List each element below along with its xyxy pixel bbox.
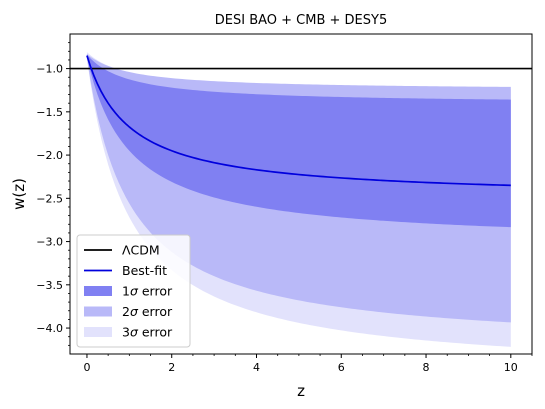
chart-title: DESI BAO + CMB + DESY5 bbox=[215, 13, 387, 28]
y-tick-label: −4.0 bbox=[36, 322, 63, 335]
x-axis-label: z bbox=[297, 382, 305, 400]
x-axis: 0 2 4 6 8 10 bbox=[83, 354, 533, 374]
y-tick-label: −1.0 bbox=[36, 63, 63, 76]
x-tick-label: 2 bbox=[168, 361, 175, 374]
best-fit-line bbox=[86, 55, 511, 187]
y-tick-label: −2.0 bbox=[36, 149, 63, 162]
y-tick-label: −3.0 bbox=[36, 236, 63, 249]
legend-swatch bbox=[84, 286, 112, 296]
legend: ΛCDM Best-fit 1σ error 2σ error 3σ error bbox=[76, 234, 191, 348]
legend-label: 3σ error bbox=[122, 325, 173, 340]
y-tick-label: −1.5 bbox=[36, 106, 63, 119]
legend-label: Best-fit bbox=[122, 263, 167, 278]
plot-frame bbox=[69, 33, 533, 355]
y-tick-label: −2.5 bbox=[36, 192, 63, 205]
x-tick-label: 6 bbox=[338, 361, 345, 374]
legend-label: 1σ error bbox=[122, 284, 173, 299]
y-tick-label: −3.5 bbox=[36, 279, 63, 292]
legend-label: 2σ error bbox=[122, 304, 173, 319]
y-axis-label: w(z) bbox=[10, 178, 28, 210]
x-tick-label: 0 bbox=[83, 361, 90, 374]
chart-lines bbox=[70, 55, 532, 187]
y-axis: −1.0 −1.5 −2.0 −2.5 −3.0 −3.5 −4.0 bbox=[36, 42, 70, 346]
x-tick-label: 4 bbox=[253, 361, 260, 374]
legend-swatch bbox=[84, 327, 112, 337]
legend-swatch bbox=[84, 306, 112, 317]
legend-box bbox=[76, 234, 191, 348]
error-bands bbox=[86, 52, 511, 347]
x-tick-label: 8 bbox=[423, 361, 430, 374]
band-1sigma bbox=[86, 54, 511, 228]
x-tick-label: 10 bbox=[504, 361, 518, 374]
legend-label: ΛCDM bbox=[122, 243, 160, 258]
